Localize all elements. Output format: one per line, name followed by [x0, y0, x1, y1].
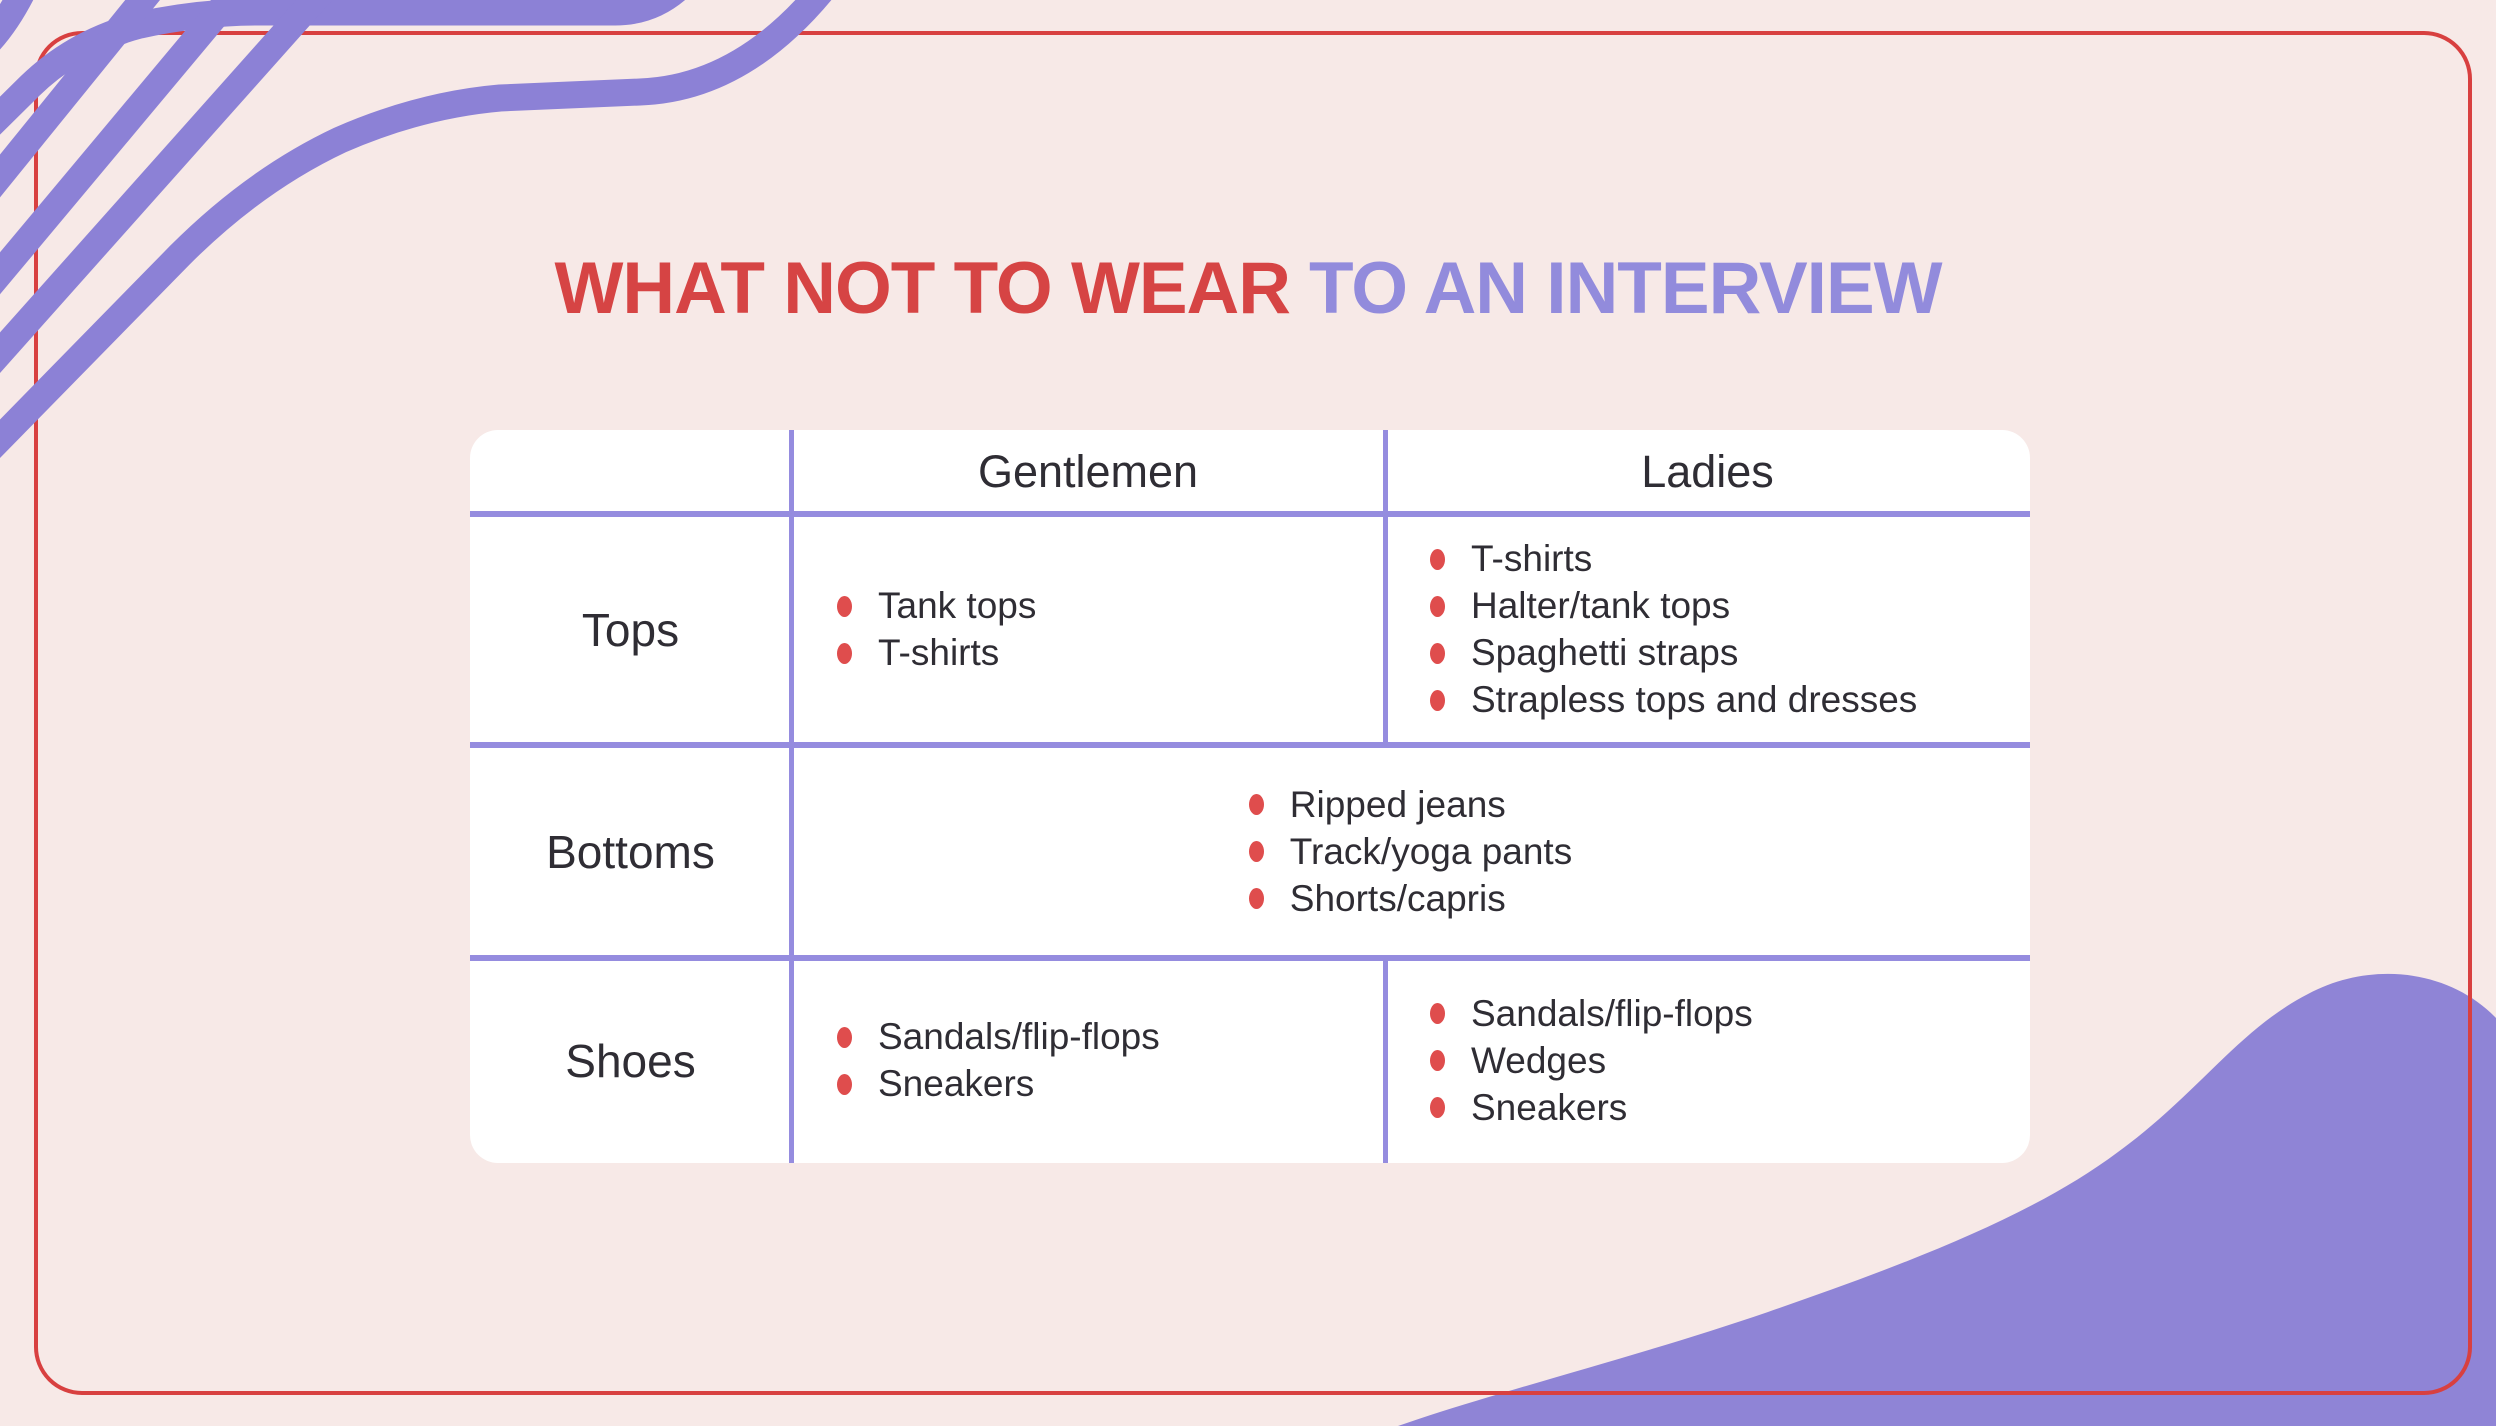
blob-decoration: [1398, 973, 2496, 1426]
item-text: Strapless tops and dresses: [1471, 679, 1918, 720]
cell-shoes-gentlemen: Sandals/flip-flops Sneakers: [791, 958, 1385, 1163]
item-text: Tank tops: [878, 585, 1037, 626]
row-label-tops: Tops: [470, 514, 791, 745]
table-grid-line: [789, 430, 794, 1163]
item-text: Halter/tank tops: [1471, 585, 1731, 626]
item-list: Sandals/flip-flops Wedges Sneakers: [1430, 990, 1753, 1131]
list-item: Tank tops: [837, 583, 1036, 630]
list-item: Sandals/flip-flops: [1430, 990, 1753, 1037]
item-text: Wedges: [1471, 1039, 1607, 1081]
list-item: Wedges: [1430, 1037, 1753, 1084]
item-text: Ripped jeans: [1289, 783, 1506, 825]
cell-tops-ladies: T-shirts Halter/tank tops Spaghetti straps…: [1385, 514, 2030, 745]
bullet-icon: [1430, 595, 1445, 617]
column-header-label: Gentlemen: [977, 446, 1199, 497]
list-item: Sneakers: [1430, 1084, 1753, 1131]
row-label-shoes: Shoes: [470, 958, 791, 1163]
list-item: Sandals/flip-flops: [837, 1014, 1160, 1061]
column-header-gentlemen: Gentlemen: [791, 430, 1385, 514]
row-label: Bottoms: [546, 825, 715, 878]
bullet-icon: [1248, 794, 1264, 815]
cell-shoes-ladies: Sandals/flip-flops Wedges Sneakers: [1385, 958, 2030, 1163]
item-text: Spaghetti straps: [1471, 632, 1739, 673]
item-list: T-shirts Halter/tank tops Spaghetti straps…: [1430, 536, 1917, 724]
page-title: WHAT NOT TO WEAR TO AN INTERVIEW: [0, 247, 2496, 330]
bullet-icon: [1430, 1003, 1445, 1024]
bullet-icon: [837, 642, 852, 664]
row-label: Tops: [581, 603, 680, 656]
item-text: T-shirts: [878, 632, 1000, 673]
row-label-bottoms: Bottoms: [470, 745, 791, 958]
list-item: Sneakers: [837, 1061, 1160, 1108]
item-list: Sandals/flip-flops Sneakers: [837, 1014, 1160, 1108]
item-text: Track/yoga pants: [1289, 830, 1573, 872]
column-header-label: Ladies: [1641, 446, 1774, 497]
bullet-icon: [837, 1026, 852, 1048]
table-grid-line: [1383, 430, 1388, 745]
item-list: Ripped jeans Track/yoga pants Shorts/capri…: [1248, 781, 1573, 922]
list-item: T-shirts: [837, 630, 1036, 677]
table-grid-line: [1383, 958, 1388, 1163]
column-header-ladies: Ladies: [1385, 430, 2030, 514]
table-grid-line: [470, 955, 2030, 961]
attire-table: Gentlemen Ladies Tops Tank tops T-shirts …: [470, 430, 2030, 1163]
list-item: Ripped jeans: [1248, 781, 1572, 828]
item-text: Sandals/flip-flops: [1471, 992, 1753, 1034]
item-text: Sneakers: [1471, 1086, 1628, 1128]
bullet-icon: [1430, 1050, 1445, 1071]
red-border-frame: [34, 31, 2472, 1395]
list-item: Track/yoga pants: [1248, 828, 1573, 875]
bullet-icon: [1430, 548, 1445, 570]
item-list: Tank tops T-shirts: [837, 583, 1036, 677]
item-text: T-shirts: [1471, 538, 1593, 579]
bullet-icon: [837, 595, 852, 617]
table-grid-line: [470, 742, 2030, 748]
title-red-part: WHAT NOT TO WEAR: [554, 248, 1291, 329]
list-item: Shorts/capris: [1248, 875, 1572, 922]
bullet-icon: [837, 1073, 852, 1095]
item-text: Sandals/flip-flops: [878, 1016, 1160, 1057]
row-label: Shoes: [565, 1034, 696, 1087]
item-text: Shorts/capris: [1289, 877, 1506, 919]
item-text: Sneakers: [878, 1063, 1035, 1104]
bullet-icon: [1430, 689, 1445, 711]
bullet-icon: [1248, 841, 1264, 862]
bullet-icon: [1248, 888, 1264, 909]
list-item: Halter/tank tops: [1430, 583, 1917, 630]
cell-tops-gentlemen: Tank tops T-shirts: [791, 514, 1385, 745]
cell-bottoms-merged: Ripped jeans Track/yoga pants Shorts/capri…: [791, 745, 2030, 958]
title-purple-part: TO AN INTERVIEW: [1308, 248, 1943, 329]
bullet-icon: [1430, 1097, 1445, 1118]
table-grid-line: [470, 511, 2030, 517]
list-item: Spaghetti straps: [1430, 630, 1917, 677]
list-item: Strapless tops and dresses: [1430, 677, 1917, 724]
wavy-lines-decoration: [0, 0, 832, 459]
list-item: T-shirts: [1430, 536, 1917, 583]
bullet-icon: [1430, 642, 1445, 664]
